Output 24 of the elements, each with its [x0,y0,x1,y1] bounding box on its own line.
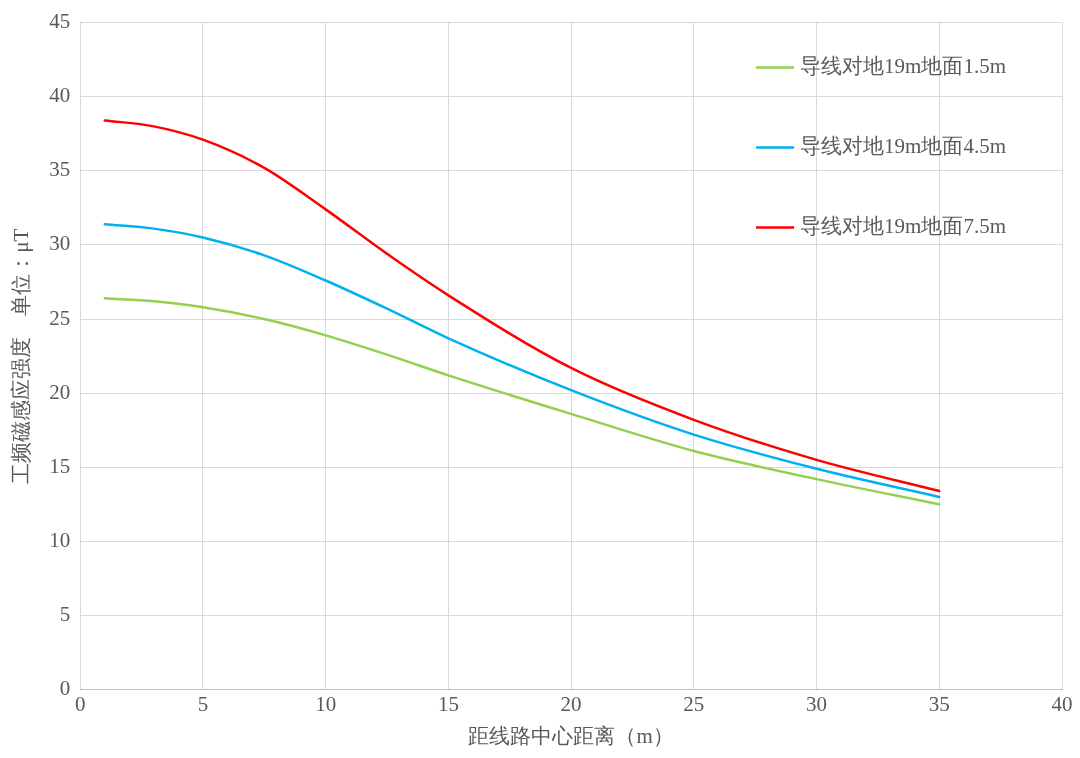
legend-label: 导线对地19m地面4.5m [800,134,1006,159]
x-tick-label: 20 [560,691,582,716]
x-tick-label: 15 [437,691,459,716]
x-tick-label: 30 [806,691,828,716]
y-tick-label: 10 [49,527,71,552]
line-series [103,119,941,493]
y-tick-label: 30 [49,231,71,256]
x-tick-label: 25 [683,691,705,716]
line-series [103,297,941,506]
y-tick-label: 15 [49,453,71,478]
y-tick-label: 20 [49,379,71,404]
x-tick-label: 10 [315,691,337,716]
x-tick-label: 35 [928,691,950,716]
x-axis-title: 距线路中心距离（m） [468,723,674,748]
legend-label: 导线对地19m地面7.5m [800,214,1006,239]
legend-label: 导线对地19m地面1.5m [800,54,1006,79]
y-tick-label: 5 [59,602,71,626]
y-tick-label: 40 [49,83,71,108]
y-tick-label: 25 [49,305,71,330]
y-tick-label: 45 [49,9,71,34]
y-tick-label: 35 [49,157,71,182]
x-tick-label: 5 [197,691,209,716]
y-axis-title: 工频磁感应强度 单位：μT [9,228,34,484]
x-tick-label: 40 [1051,691,1073,716]
